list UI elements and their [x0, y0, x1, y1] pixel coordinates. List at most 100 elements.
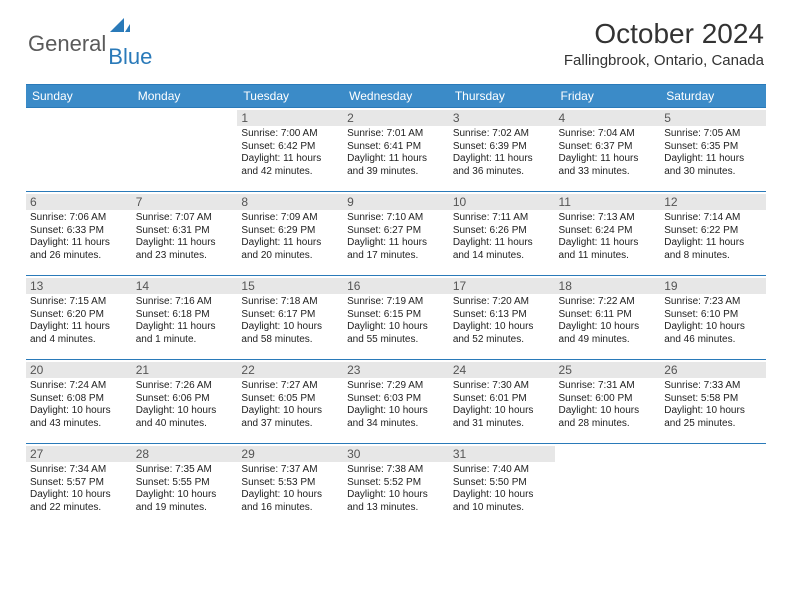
cell-day2: and 17 minutes. [347, 250, 445, 263]
cell-sunrise: Sunrise: 7:11 AM [453, 212, 551, 225]
cell-sunset: Sunset: 6:08 PM [30, 393, 128, 406]
cell-sunset: Sunset: 5:52 PM [347, 477, 445, 490]
day-number: 29 [237, 446, 343, 462]
cell-day1: Daylight: 10 hours [347, 489, 445, 502]
cell-day1: Daylight: 10 hours [241, 405, 339, 418]
calendar-cell [132, 108, 238, 192]
cell-sunset: Sunset: 6:31 PM [136, 225, 234, 238]
cell-sunset: Sunset: 6:17 PM [241, 309, 339, 322]
day-number: 31 [449, 446, 555, 462]
cell-sunrise: Sunrise: 7:38 AM [347, 464, 445, 477]
calendar-cell [555, 444, 661, 528]
cell-day2: and 22 minutes. [30, 502, 128, 515]
calendar-cell: 2Sunrise: 7:01 AMSunset: 6:41 PMDaylight… [343, 108, 449, 192]
cell-day1: Daylight: 11 hours [136, 237, 234, 250]
cell-day1: Daylight: 11 hours [136, 321, 234, 334]
cell-day2: and 13 minutes. [347, 502, 445, 515]
cell-sunrise: Sunrise: 7:26 AM [136, 380, 234, 393]
cell-sunset: Sunset: 6:39 PM [453, 141, 551, 154]
cell-day1: Daylight: 11 hours [30, 321, 128, 334]
day-number: 13 [26, 278, 132, 294]
day-header: Sunday [26, 85, 132, 108]
cell-day2: and 43 minutes. [30, 418, 128, 431]
cell-day1: Daylight: 10 hours [559, 405, 657, 418]
cell-sunset: Sunset: 5:57 PM [30, 477, 128, 490]
calendar-cell: 9Sunrise: 7:10 AMSunset: 6:27 PMDaylight… [343, 192, 449, 276]
cell-sunrise: Sunrise: 7:14 AM [664, 212, 762, 225]
cell-day1: Daylight: 10 hours [241, 489, 339, 502]
cell-sunset: Sunset: 6:18 PM [136, 309, 234, 322]
cell-sunset: Sunset: 5:55 PM [136, 477, 234, 490]
day-number: 25 [555, 362, 661, 378]
calendar-cell: 27Sunrise: 7:34 AMSunset: 5:57 PMDayligh… [26, 444, 132, 528]
calendar-row: 20Sunrise: 7:24 AMSunset: 6:08 PMDayligh… [26, 360, 766, 444]
calendar-cell: 15Sunrise: 7:18 AMSunset: 6:17 PMDayligh… [237, 276, 343, 360]
cell-sunrise: Sunrise: 7:01 AM [347, 128, 445, 141]
cell-sunrise: Sunrise: 7:29 AM [347, 380, 445, 393]
cell-day1: Daylight: 10 hours [453, 405, 551, 418]
cell-day1: Daylight: 11 hours [664, 153, 762, 166]
day-number: 12 [660, 194, 766, 210]
cell-sunset: Sunset: 6:24 PM [559, 225, 657, 238]
day-number: 4 [555, 110, 661, 126]
calendar-cell: 12Sunrise: 7:14 AMSunset: 6:22 PMDayligh… [660, 192, 766, 276]
cell-day2: and 42 minutes. [241, 166, 339, 179]
calendar-cell: 30Sunrise: 7:38 AMSunset: 5:52 PMDayligh… [343, 444, 449, 528]
cell-day1: Daylight: 10 hours [664, 321, 762, 334]
day-number: 6 [26, 194, 132, 210]
calendar-cell: 28Sunrise: 7:35 AMSunset: 5:55 PMDayligh… [132, 444, 238, 528]
header: General Blue October 2024 Fallingbrook, … [0, 0, 792, 76]
cell-sunrise: Sunrise: 7:22 AM [559, 296, 657, 309]
logo-text-blue: Blue [108, 18, 152, 70]
day-number: 21 [132, 362, 238, 378]
cell-sunset: Sunset: 6:06 PM [136, 393, 234, 406]
cell-sunset: Sunset: 5:50 PM [453, 477, 551, 490]
calendar-cell: 11Sunrise: 7:13 AMSunset: 6:24 PMDayligh… [555, 192, 661, 276]
cell-sunrise: Sunrise: 7:05 AM [664, 128, 762, 141]
calendar-cell: 14Sunrise: 7:16 AMSunset: 6:18 PMDayligh… [132, 276, 238, 360]
cell-sunrise: Sunrise: 7:06 AM [30, 212, 128, 225]
logo-blue-label: Blue [108, 44, 152, 69]
calendar-cell: 10Sunrise: 7:11 AMSunset: 6:26 PMDayligh… [449, 192, 555, 276]
calendar-cell: 6 Sunrise: 7:06 AMSunset: 6:33 PMDaylight… [26, 192, 132, 276]
calendar-cell: 25Sunrise: 7:31 AMSunset: 6:00 PMDayligh… [555, 360, 661, 444]
cell-sunrise: Sunrise: 7:09 AM [241, 212, 339, 225]
cell-day2: and 33 minutes. [559, 166, 657, 179]
cell-sunset: Sunset: 6:33 PM [30, 225, 128, 238]
cell-day1: Daylight: 11 hours [30, 237, 128, 250]
calendar-cell: 24Sunrise: 7:30 AMSunset: 6:01 PMDayligh… [449, 360, 555, 444]
cell-day1: Daylight: 11 hours [453, 153, 551, 166]
calendar-cell: 7Sunrise: 7:07 AMSunset: 6:31 PMDaylight… [132, 192, 238, 276]
cell-day2: and 26 minutes. [30, 250, 128, 263]
day-number: 22 [237, 362, 343, 378]
cell-sunrise: Sunrise: 7:00 AM [241, 128, 339, 141]
calendar-cell: 26Sunrise: 7:33 AMSunset: 5:58 PMDayligh… [660, 360, 766, 444]
title-block: October 2024 Fallingbrook, Ontario, Cana… [564, 18, 764, 69]
calendar-cell: 20Sunrise: 7:24 AMSunset: 6:08 PMDayligh… [26, 360, 132, 444]
calendar-cell: 5Sunrise: 7:05 AMSunset: 6:35 PMDaylight… [660, 108, 766, 192]
cell-sunset: Sunset: 6:41 PM [347, 141, 445, 154]
calendar-cell: 18Sunrise: 7:22 AMSunset: 6:11 PMDayligh… [555, 276, 661, 360]
day-header: Monday [132, 85, 238, 108]
cell-sunrise: Sunrise: 7:16 AM [136, 296, 234, 309]
cell-sunset: Sunset: 5:58 PM [664, 393, 762, 406]
day-number: 5 [660, 110, 766, 126]
cell-day1: Daylight: 11 hours [664, 237, 762, 250]
cell-sunrise: Sunrise: 7:15 AM [30, 296, 128, 309]
cell-day1: Daylight: 11 hours [347, 237, 445, 250]
cell-day2: and 58 minutes. [241, 334, 339, 347]
cell-day1: Daylight: 10 hours [664, 405, 762, 418]
cell-sunrise: Sunrise: 7:18 AM [241, 296, 339, 309]
cell-day2: and 23 minutes. [136, 250, 234, 263]
day-number: 27 [26, 446, 132, 462]
cell-sunrise: Sunrise: 7:19 AM [347, 296, 445, 309]
cell-day2: and 37 minutes. [241, 418, 339, 431]
cell-sunrise: Sunrise: 7:07 AM [136, 212, 234, 225]
cell-sunset: Sunset: 6:00 PM [559, 393, 657, 406]
day-number: 16 [343, 278, 449, 294]
cell-day1: Daylight: 11 hours [559, 153, 657, 166]
calendar-row: 1Sunrise: 7:00 AMSunset: 6:42 PMDaylight… [26, 108, 766, 192]
cell-day1: Daylight: 11 hours [559, 237, 657, 250]
cell-sunset: Sunset: 6:37 PM [559, 141, 657, 154]
cell-sunrise: Sunrise: 7:27 AM [241, 380, 339, 393]
